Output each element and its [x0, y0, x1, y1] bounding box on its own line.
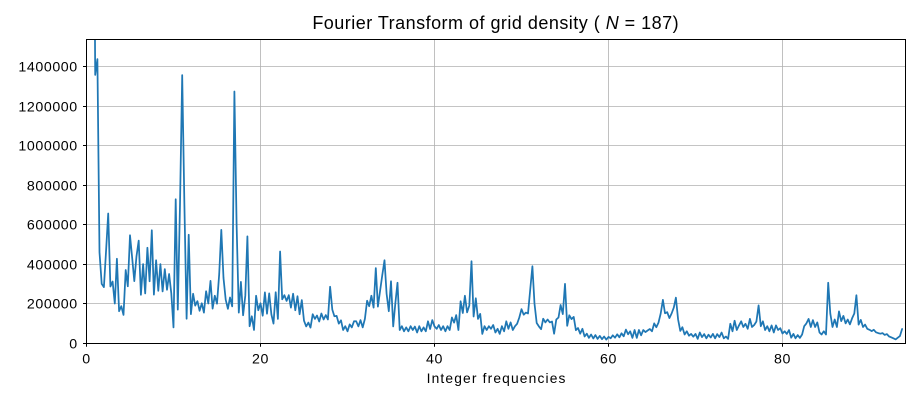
- svg-text:60: 60: [600, 352, 617, 368]
- svg-text:Fourier Transform of grid dens: Fourier Transform of grid density ( N = …: [312, 13, 679, 33]
- svg-text:400000: 400000: [27, 258, 78, 274]
- svg-text:200000: 200000: [27, 297, 78, 313]
- svg-text:600000: 600000: [27, 218, 78, 234]
- svg-text:0: 0: [82, 352, 91, 368]
- svg-text:80: 80: [774, 352, 791, 368]
- svg-text:20: 20: [252, 352, 269, 368]
- svg-text:Integer frequencies: Integer frequencies: [427, 371, 567, 386]
- svg-text:1000000: 1000000: [18, 139, 77, 155]
- svg-text:0: 0: [69, 337, 78, 353]
- svg-text:800000: 800000: [27, 179, 78, 195]
- svg-text:1400000: 1400000: [18, 60, 77, 76]
- svg-text:40: 40: [426, 352, 443, 368]
- svg-text:1200000: 1200000: [18, 100, 77, 116]
